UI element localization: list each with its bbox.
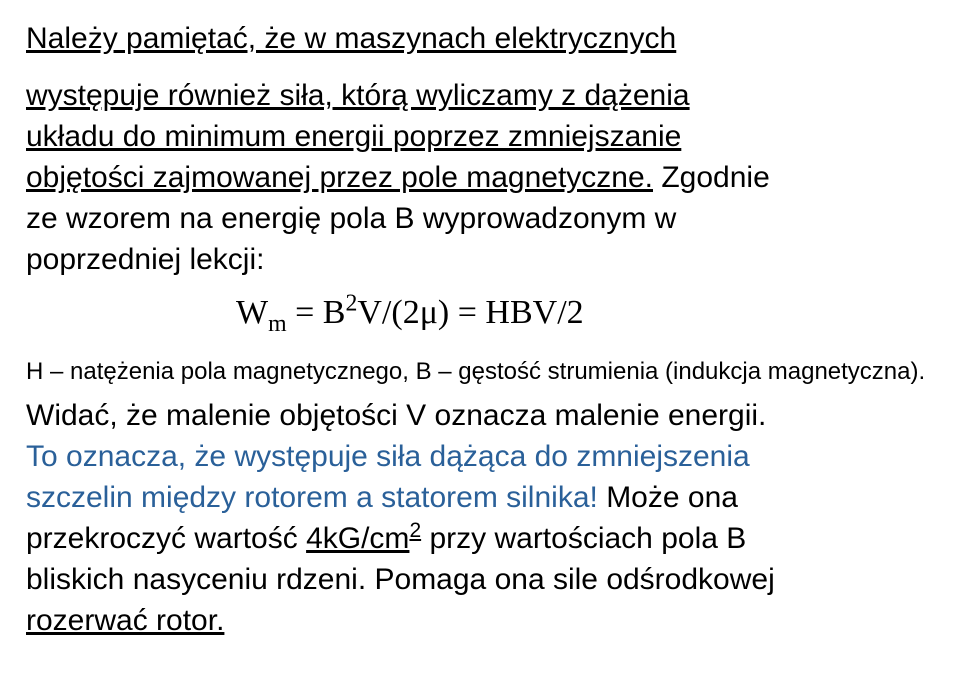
- body-line-1-text: występuje również siła, którą wyliczamy …: [26, 79, 690, 112]
- blue-line-3-sup: 2: [409, 519, 421, 542]
- body-line-4: ze wzorem na energię pola B wyprowadzony…: [26, 198, 934, 239]
- conclusion-text: Widać, że malenie objętości V oznacza ma…: [26, 399, 766, 432]
- body-line-3-tail: Zgodnie: [653, 161, 770, 194]
- blue-line-4-text: bliskich nasyceniu rdzeni. Pomaga ona si…: [26, 563, 775, 596]
- eq-mid2: V/(2μ) = HBV/2: [357, 294, 583, 331]
- body-line-5: poprzedniej lekcji:: [26, 239, 934, 280]
- definition-line: H – natężenia pola magnetycznego, B – gę…: [26, 356, 934, 387]
- blue-line-5: rozerwać rotor.: [26, 600, 934, 641]
- eq-mid1: = B: [287, 294, 346, 331]
- blue-line-1: To oznacza, że występuje siła dążąca do …: [26, 436, 934, 477]
- eq-W: W: [236, 294, 268, 331]
- body-line-2-text: układu do minimum energii poprzez zmniej…: [26, 120, 681, 153]
- blue-line-2: szczelin między rotorem a statorem silni…: [26, 477, 934, 518]
- blue-line-3: przekroczyć wartość 4kG/cm2 przy wartośc…: [26, 518, 934, 559]
- blue-line-3-pre: przekroczyć wartość: [26, 522, 306, 555]
- blue-line-4: bliskich nasyceniu rdzeni. Pomaga ona si…: [26, 559, 934, 600]
- body-line-2: układu do minimum energii poprzez zmniej…: [26, 116, 934, 157]
- heading-text: Należy pamiętać, że w maszynach elektryc…: [26, 22, 676, 55]
- blue-line-2-tail: Może ona: [598, 481, 738, 514]
- heading-line: Należy pamiętać, że w maszynach elektryc…: [26, 18, 934, 59]
- blue-line-2-text: szczelin między rotorem a statorem silni…: [26, 481, 598, 514]
- equation: Wm = B2V/(2μ) = HBV/2: [26, 294, 934, 338]
- conclusion-line: Widać, że malenie objętości V oznacza ma…: [26, 395, 934, 436]
- blue-line-3-tail: przy wartościach pola B: [421, 522, 746, 555]
- eq-sub-m: m: [268, 311, 287, 337]
- definition-text: H – natężenia pola magnetycznego, B – gę…: [26, 358, 925, 385]
- document-page: Należy pamiętać, że w maszynach elektryc…: [0, 0, 960, 683]
- body-line-5-text: poprzedniej lekcji:: [26, 243, 264, 276]
- body-line-4-text: ze wzorem na energię pola B wyprowadzony…: [26, 202, 676, 235]
- body-line-3: objętości zajmowanej przez pole magnetyc…: [26, 157, 934, 198]
- body-line-3-text-u: objętości zajmowanej przez pole magnetyc…: [26, 161, 653, 194]
- eq-sup-2: 2: [345, 291, 357, 317]
- blue-line-1-text: To oznacza, że występuje siła dążąca do …: [26, 440, 750, 473]
- blue-line-5-u: rozerwać rotor.: [26, 604, 224, 637]
- body-line-1: występuje również siła, którą wyliczamy …: [26, 75, 934, 116]
- blue-line-3-u: 4kG/cm: [306, 522, 409, 555]
